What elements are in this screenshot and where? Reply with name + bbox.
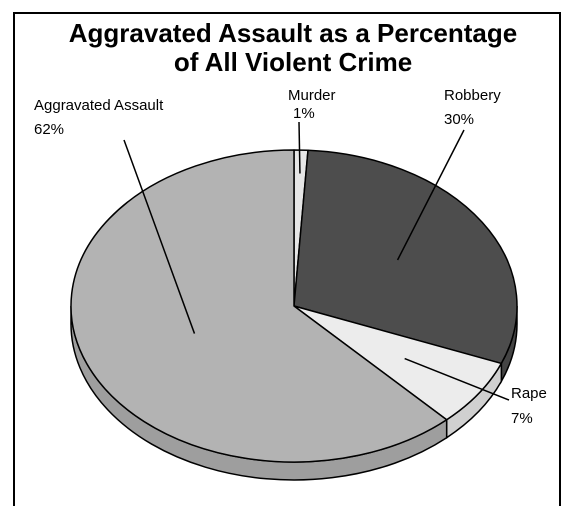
slice-name-rape: Rape <box>511 385 547 402</box>
slice-name-aggravated-assault: Aggravated Assault <box>34 97 164 114</box>
chart-title-line-2: of All Violent Crime <box>174 47 412 77</box>
leader-lines <box>123 121 510 401</box>
slice-percent-aggravated-assault: 62% <box>34 121 64 138</box>
slice-percent-murder: 1% <box>293 105 315 122</box>
pie-slice-aggravated-assault <box>70 149 448 463</box>
slice-name-robbery: Robbery <box>444 87 501 104</box>
chart-title-line-1: Aggravated Assault as a Percentage <box>69 18 517 48</box>
leader-line-rape <box>404 357 510 401</box>
slice-percent-robbery: 30% <box>444 111 474 128</box>
leader-line-aggravated-assault <box>123 139 196 334</box>
leader-line-robbery <box>396 129 465 261</box>
slice-name-murder: Murder <box>288 87 336 104</box>
pie-slices <box>70 149 518 463</box>
pie-slice-robbery <box>293 149 518 365</box>
leader-line-murder <box>298 121 301 174</box>
slice-percent-rape: 7% <box>511 410 533 427</box>
